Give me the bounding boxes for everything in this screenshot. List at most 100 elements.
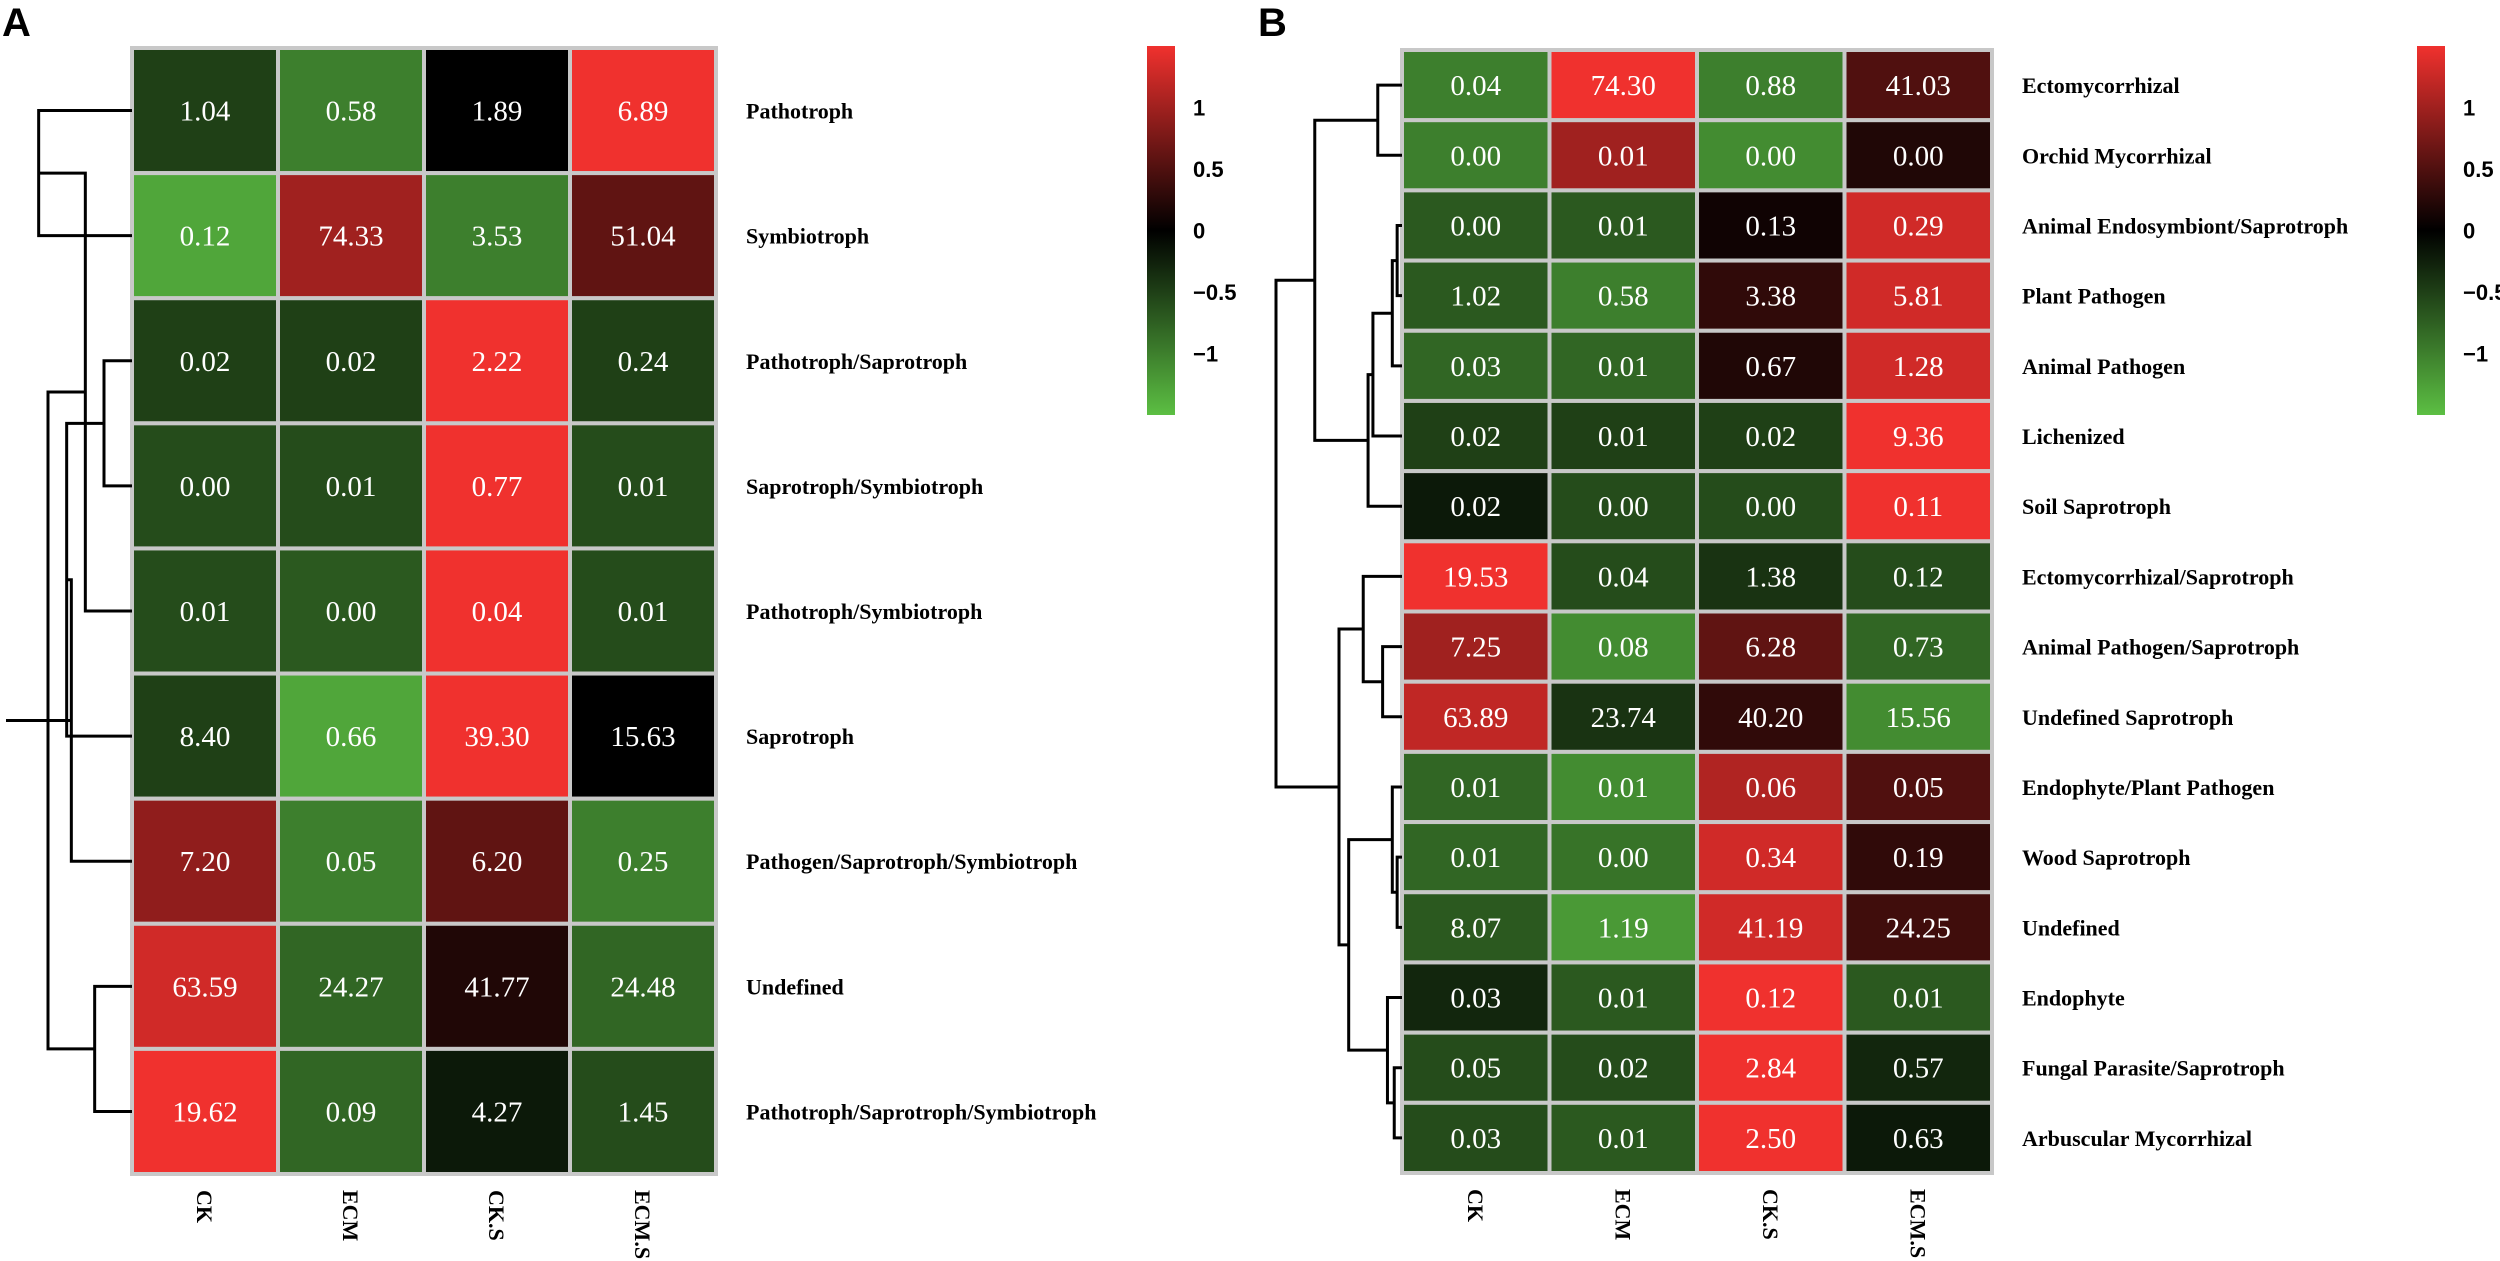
row-label: Saprotroph (746, 724, 854, 749)
column-label: ECM (338, 1190, 363, 1242)
legend-tick-label: −1 (1193, 342, 1218, 367)
heatmap-cell (1842, 820, 1994, 895)
heatmap-cell (1695, 328, 1847, 403)
heatmap-cell (1400, 679, 1552, 754)
heatmap-cell (568, 546, 718, 676)
cell-value-label: 2.84 (1745, 1053, 1796, 1085)
cell-value-label: 0.04 (1598, 561, 1649, 593)
cell-value-label: 0.01 (1598, 140, 1649, 172)
cell-value-label: 0.12 (180, 221, 231, 253)
cell-value-label: 19.53 (1443, 561, 1508, 593)
row-label: Endophyte/Plant Pathogen (2022, 775, 2274, 800)
heatmap-panel-b: B 0.04 74.30 0.88 41.03 0.00 0.01 0.00 0.00 0.00 0… (1258, 1, 2500, 1258)
row-label: Undefined (2022, 915, 2120, 940)
cell-value-label: 7.25 (1450, 632, 1501, 664)
cell-value-label: 0.25 (618, 846, 669, 878)
cell-value-label: 0.00 (326, 596, 377, 628)
heatmap-cell (1547, 960, 1699, 1035)
cell-value-label: 0.06 (1745, 772, 1796, 804)
cell-value-label: 0.04 (472, 596, 523, 628)
dendrogram-branch (1347, 838, 1393, 1052)
cell-value-label: 0.00 (1893, 140, 1944, 172)
legend-tick-label: −0.5 (1193, 280, 1236, 305)
cell-value-label: 0.05 (326, 846, 377, 878)
dendrogram-branch (93, 984, 132, 1113)
cell-value-label: 15.56 (1886, 702, 1951, 734)
row-label: Wood Saprotroph (2022, 845, 2191, 870)
row-label: Animal Pathogen/Saprotroph (2022, 635, 2299, 660)
cell-value-label: 0.00 (1598, 491, 1649, 523)
cell-value-label: 19.62 (172, 1096, 237, 1128)
cell-value-label: 41.77 (464, 971, 529, 1003)
cell-value-label: 0.02 (1745, 421, 1796, 453)
heatmap-cell (1400, 539, 1552, 614)
cell-value-label: 0.11 (1893, 491, 1943, 523)
cell-value-label: 6.20 (472, 846, 523, 878)
cell-value-label: 40.20 (1738, 702, 1803, 734)
cell-value-label: 0.01 (1450, 772, 1501, 804)
heatmap-panel-a: A 1.04 0.58 1.89 6.89 0.12 74.33 3.53 51.04 0.02 0… (2, 1, 1236, 1259)
heatmap-cell (1547, 258, 1699, 333)
cell-value-label: 0.01 (618, 471, 669, 503)
heatmap-cell (1547, 539, 1699, 614)
row-label: Orchid Mycorrhizal (2022, 143, 2212, 168)
row-label: Symbiotroph (746, 224, 869, 249)
heatmap-cell (1547, 820, 1699, 895)
cell-value-label: 23.74 (1591, 702, 1657, 734)
heatmap-cell (276, 671, 426, 801)
heatmap-cell (1842, 398, 1994, 474)
dendrogram-branch (1381, 645, 1402, 719)
cell-value-label: 1.28 (1893, 351, 1944, 383)
dendrogram-branch (1371, 311, 1402, 438)
column-label: CK.S (1758, 1189, 1783, 1240)
row-label: Animal Pathogen (2022, 354, 2185, 379)
cell-value-label: 2.22 (472, 346, 523, 378)
cell-value-label: 0.29 (1893, 210, 1944, 242)
color-legend-bar (2417, 46, 2445, 415)
cell-value-label: 0.08 (1598, 632, 1649, 664)
row-label: Pathotroph/Symbiotroph (746, 599, 982, 624)
cell-value-label: 24.25 (1886, 912, 1951, 944)
cell-value-label: 0.24 (618, 346, 669, 378)
cell-value-label: 0.13 (1745, 210, 1796, 242)
cell-value-label: 0.88 (1745, 70, 1796, 102)
cell-value-label: 0.01 (618, 596, 669, 628)
color-legend-bar (1147, 46, 1175, 415)
dendrogram-branch (1313, 118, 1378, 442)
cell-value-label: 0.01 (1598, 351, 1649, 383)
row-label: Saprotroph/Symbiotroph (746, 474, 983, 499)
cell-value-label: 0.01 (1598, 772, 1649, 804)
cell-value-label: 41.03 (1886, 70, 1951, 102)
cell-value-label: 0.05 (1893, 772, 1944, 804)
cell-value-label: 74.30 (1591, 70, 1656, 102)
dendrogram-branch (1390, 259, 1402, 368)
heatmap-cell (1842, 890, 1994, 965)
cell-value-label: 0.04 (1450, 70, 1501, 102)
dendrogram-branch (66, 578, 132, 863)
cell-value-label: 8.07 (1450, 912, 1501, 944)
cell-value-label: 0.01 (1598, 983, 1649, 1015)
heatmap-cell (568, 171, 718, 301)
cell-value-label: 1.89 (472, 96, 523, 128)
cell-value-label: 0.01 (1598, 421, 1649, 453)
row-label: Ectomycorrhizal/Saprotroph (2022, 564, 2294, 589)
cell-value-label: 1.19 (1598, 912, 1649, 944)
cell-value-label: 1.38 (1745, 561, 1796, 593)
dendrogram-branch (1366, 373, 1402, 508)
cell-value-label: 1.04 (180, 96, 231, 128)
cell-value-label: 41.19 (1738, 912, 1803, 944)
heatmap-cell (130, 921, 280, 1051)
cell-value-label: 0.02 (326, 346, 377, 378)
cell-value-label: 1.45 (618, 1096, 669, 1128)
cell-value-label: 0.63 (1893, 1123, 1944, 1155)
heatmap-cell (568, 1046, 718, 1177)
row-label: Pathogen/Saprotroph/Symbiotroph (746, 849, 1077, 874)
cell-value-label: 24.48 (610, 971, 675, 1003)
row-label: Pathotroph (746, 99, 853, 124)
heatmap-cell (422, 796, 572, 926)
cell-value-label: 0.02 (1598, 1053, 1649, 1085)
heatmap-cell (1695, 679, 1847, 754)
heatmap-cell (1547, 328, 1699, 403)
row-label: Undefined Saprotroph (2022, 705, 2233, 730)
